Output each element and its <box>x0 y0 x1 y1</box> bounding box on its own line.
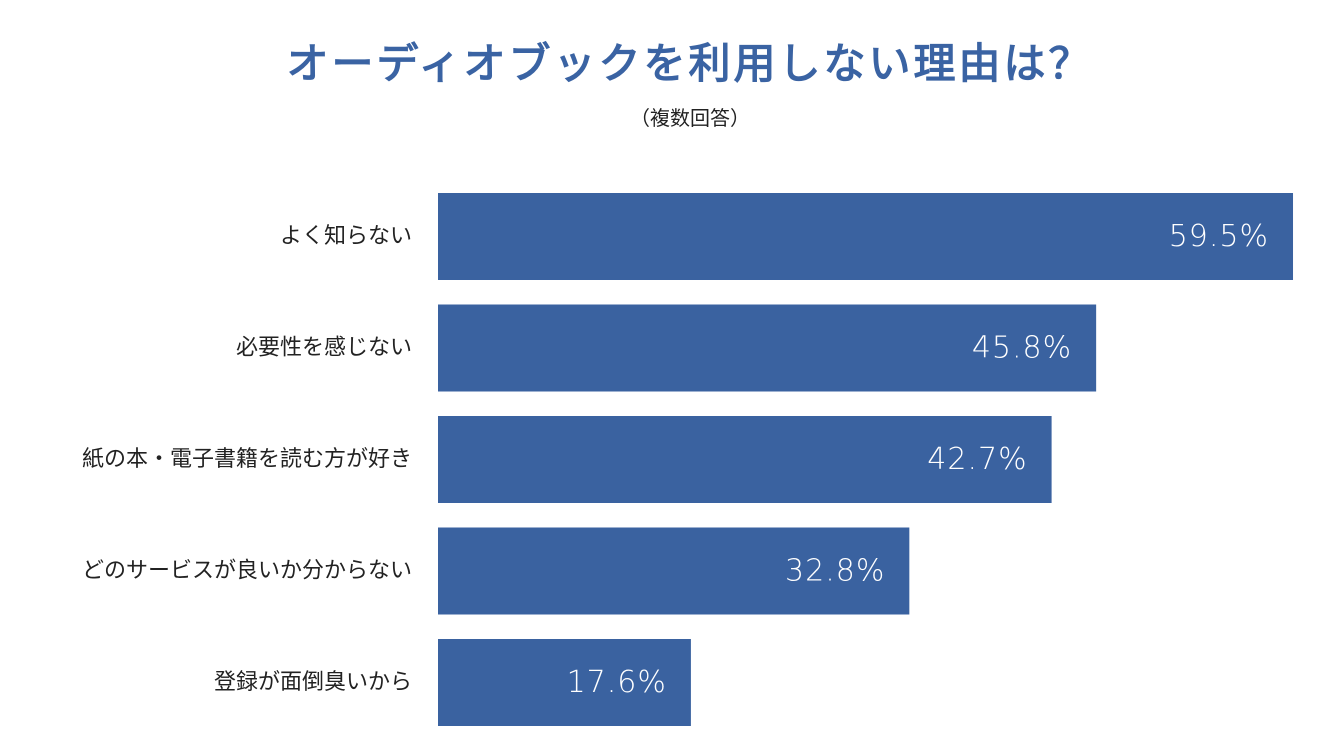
bar <box>438 416 1052 503</box>
value-label: 32.8% <box>785 554 885 589</box>
bar <box>438 193 1294 280</box>
value-label: 17.6% <box>567 665 667 700</box>
value-label: 59.5% <box>1169 219 1269 254</box>
value-label: 42.7% <box>927 442 1027 477</box>
category-label: 登録が面倒臭いから <box>214 670 412 695</box>
value-label: 45.8% <box>972 331 1072 366</box>
category-label: よく知らない <box>280 224 412 249</box>
bar <box>438 639 691 726</box>
bar <box>438 527 910 615</box>
bar <box>438 304 1097 392</box>
category-label: どのサービスが良いか分からない <box>82 559 412 584</box>
chart-subtitle: （複数回答） <box>630 106 750 130</box>
chart-title: オーディオブックを利用しない理由は？ <box>286 39 1094 88</box>
category-label: 紙の本・電子書籍を読む方が好き <box>82 447 412 472</box>
category-label: 必要性を感じない <box>236 336 412 361</box>
